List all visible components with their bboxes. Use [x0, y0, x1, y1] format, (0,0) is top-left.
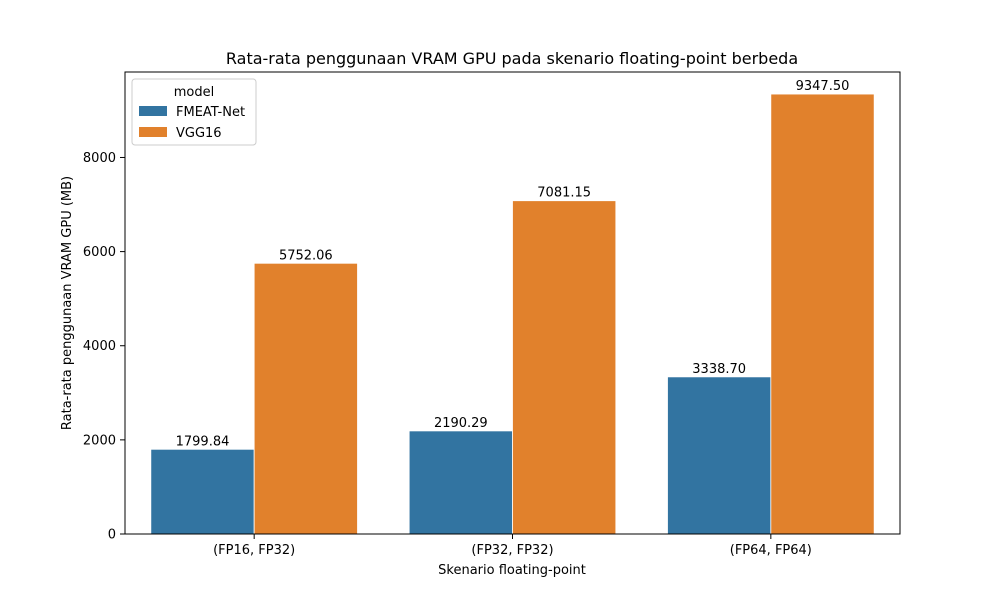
- x-axis: (FP16, FP32) (FP32, FP32) (FP64, FP64): [213, 534, 812, 558]
- legend-label-fmeat-net: FMEAT-Net: [176, 105, 245, 120]
- x-axis-label: Skenario floating-point: [438, 563, 586, 578]
- x-tick-label: (FP16, FP32): [213, 543, 295, 558]
- bar-fmeat-net-fp64-fp64: [667, 376, 772, 535]
- bar-vgg16-fp16-fp32: [253, 262, 358, 535]
- x-tick-label: (FP32, FP32): [471, 543, 553, 558]
- y-tick-label: 4000: [83, 339, 116, 354]
- y-tick-label: 6000: [83, 245, 116, 260]
- data-labels-layer: 1799.84 5752.06 2190.29 7081.15 3338.70 9347.…: [176, 79, 850, 449]
- data-label-vgg16-fp64-fp64: 9347.50: [796, 79, 850, 94]
- bar-fmeat-net-fp16-fp32: [150, 448, 255, 535]
- y-axis: 0 2000 4000 6000 8000: [83, 151, 125, 543]
- legend: model FMEAT-Net VGG16: [131, 78, 257, 146]
- y-tick-label: 0: [108, 528, 116, 543]
- data-label-fmeat-net-fp32-fp32: 2190.29: [434, 416, 488, 431]
- bars-layer: [150, 93, 875, 535]
- legend-swatch-fmeat-net: [139, 106, 167, 116]
- bar-vgg16-fp64-fp64: [770, 93, 875, 535]
- x-tick-label: (FP64, FP64): [730, 543, 812, 558]
- data-label-fmeat-net-fp64-fp64: 3338.70: [692, 362, 746, 377]
- chart-title: Rata-rata penggunaan VRAM GPU pada skena…: [226, 49, 798, 68]
- y-tick-label: 8000: [83, 151, 116, 166]
- data-label-vgg16-fp32-fp32: 7081.15: [537, 186, 591, 201]
- legend-swatch-vgg16: [139, 127, 167, 137]
- bar-vgg16-fp32-fp32: [512, 200, 617, 535]
- y-axis-label: Rata-rata penggunaan VRAM GPU (MB): [60, 176, 75, 430]
- legend-title: model: [174, 85, 214, 100]
- bar-fmeat-net-fp32-fp32: [408, 430, 513, 535]
- data-label-fmeat-net-fp16-fp32: 1799.84: [176, 434, 230, 449]
- data-label-vgg16-fp16-fp32: 5752.06: [279, 248, 333, 263]
- legend-label-vgg16: VGG16: [176, 126, 222, 141]
- y-tick-label: 2000: [83, 433, 116, 448]
